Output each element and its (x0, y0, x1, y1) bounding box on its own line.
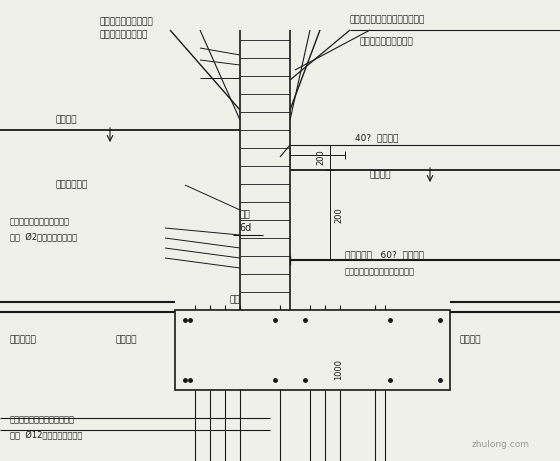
Bar (175, 310, 450, 390)
Text: （传接地电阻测试点）: （传接地电阻测试点） (360, 37, 414, 47)
Text: 1000: 1000 (334, 360, 343, 380)
Text: 钢筋  Ø2与箍索引下线焊接: 钢筋 Ø2与箍索引下线焊接 (10, 232, 77, 242)
Text: 钢筋  Ø12与箍索引下线焊接: 钢筋 Ø12与箍索引下线焊接 (10, 431, 82, 439)
Text: 锁与暗装引下线焊接: 锁与暗装引下线焊接 (100, 30, 148, 40)
Text: 室外地面: 室外地面 (370, 171, 391, 179)
Text: 200: 200 (316, 149, 325, 165)
Text: 桩身主筋: 桩身主筋 (460, 336, 482, 344)
Text: zhulong.com: zhulong.com (472, 440, 530, 449)
Text: 桩围: 桩围 (230, 296, 241, 305)
Text: 室内地面: 室内地面 (55, 116, 77, 124)
Text: 地极引出线与柱内纵向钢筋焊接: 地极引出线与柱内纵向钢筋焊接 (350, 16, 425, 24)
Text: 至调各保变站根部（联合接长）: 至调各保变站根部（联合接长） (345, 267, 415, 277)
Text: 接地连接线   60?  镀锌扁钢: 接地连接线 60? 镀锌扁钢 (345, 250, 424, 260)
Text: 柱身两条主筋各加一条帮加: 柱身两条主筋各加一条帮加 (10, 218, 70, 226)
Text: 桩身主筋: 桩身主筋 (115, 336, 137, 344)
Text: 电焊: 电焊 (240, 211, 250, 219)
Text: 柱内纵向钢筋: 柱内纵向钢筋 (55, 181, 87, 189)
Text: 200: 200 (334, 207, 343, 223)
Text: 基础梁底筋: 基础梁底筋 (10, 336, 37, 344)
Text: 40?  镀锌扁钢: 40? 镀锌扁钢 (355, 134, 398, 142)
Text: 基础梁两条底筋各加一条附加: 基础梁两条底筋各加一条附加 (10, 415, 75, 425)
Text: 6d: 6d (239, 223, 251, 233)
Text: 靠近引出线的两个套箍: 靠近引出线的两个套箍 (100, 18, 154, 26)
